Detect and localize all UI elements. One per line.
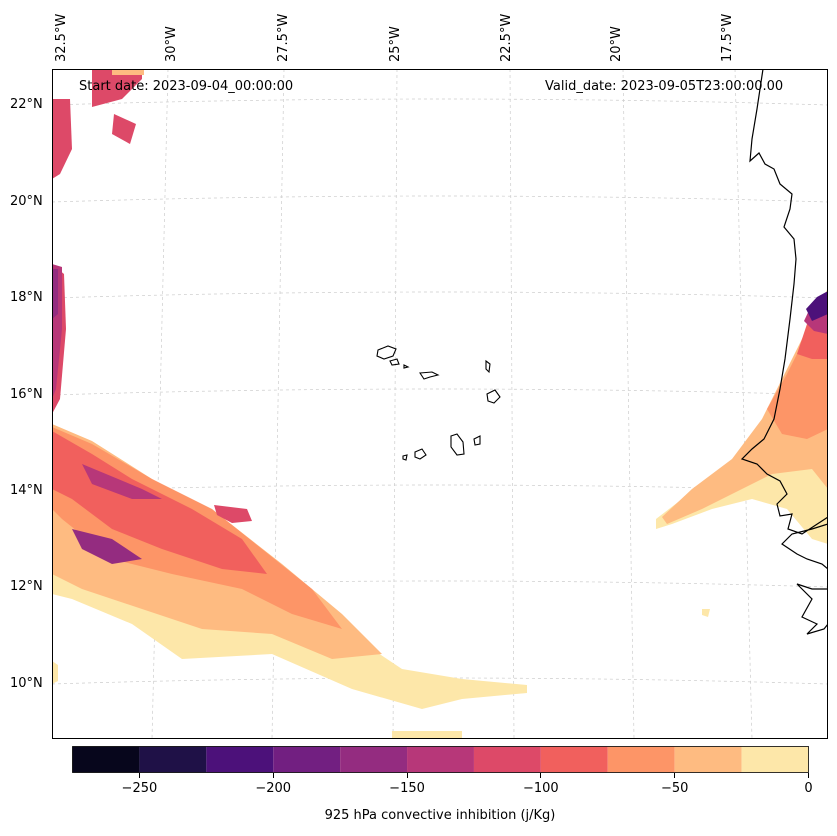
- island-sao-nicolau: [419, 371, 440, 380]
- island-fogo: [414, 448, 427, 460]
- island-maio: [473, 435, 481, 446]
- gridline-lon-22: [509, 69, 515, 739]
- colorbar: [72, 746, 809, 773]
- coastline: [740, 69, 828, 635]
- colorbar-segment: [139, 746, 207, 773]
- map-frame: [52, 69, 828, 739]
- lon-label-22-5: 22.5°W: [499, 13, 514, 62]
- island-santo-antao: [376, 345, 397, 360]
- gridline-lon-20: [622, 69, 635, 739]
- colorbar-tick-mark: [540, 773, 542, 778]
- colorbar-segment: [273, 746, 341, 773]
- lat-label-14: 14°N: [10, 483, 43, 498]
- colorbar-segment: [607, 746, 675, 773]
- colorbar-segment: [340, 746, 408, 773]
- map-border: [52, 69, 828, 739]
- colorbar-tick-mark: [138, 773, 140, 778]
- gridline-lat-18: [52, 291, 828, 299]
- colorbar-segment: [540, 746, 608, 773]
- colorbar-tick-mark: [674, 773, 676, 778]
- gridline-lon-17: [734, 69, 753, 739]
- island-santiago: [450, 433, 465, 456]
- lat-label-20: 20°N: [10, 194, 43, 209]
- island-brava: [402, 454, 408, 461]
- lon-label-17-5: 17.5°W: [720, 13, 735, 62]
- colorbar-segment: [206, 746, 274, 773]
- lat-label-22: 22°N: [10, 97, 43, 112]
- colorbar-segment: [407, 746, 474, 773]
- lat-label-18: 18°N: [10, 290, 43, 305]
- colorbar-segment: [674, 746, 742, 773]
- island-sao-vicente: [389, 358, 400, 366]
- colorbar-tick-label: −150: [389, 781, 425, 796]
- lon-label-30: 30°W: [164, 26, 179, 62]
- gridline-lat-16: [52, 388, 828, 396]
- colorbar-tick-label: −200: [255, 781, 292, 796]
- start-date-label: Start date: 2023-09-04_00:00:00: [79, 79, 294, 94]
- lon-label-20: 20°W: [609, 26, 624, 62]
- gridline-lon-25: [392, 69, 398, 739]
- gridline-lat-10: [52, 677, 828, 685]
- lon-label-25: 25°W: [388, 26, 403, 62]
- colorbar-tick-mark: [406, 773, 408, 778]
- lat-label-10: 10°N: [10, 676, 43, 691]
- colorbar-segment: [72, 746, 140, 773]
- colorbar-tick-mark: [808, 773, 809, 778]
- cin-field-west: [52, 69, 710, 739]
- colorbar-tick-mark: [272, 773, 274, 778]
- island-sal: [485, 359, 491, 374]
- island-santa-luzia: [403, 364, 410, 369]
- colorbar-tick-label: −250: [121, 781, 158, 796]
- gridline-lat-22: [52, 98, 828, 106]
- cape-verde-islands: [376, 345, 501, 461]
- colorbar-border: [72, 746, 809, 773]
- colorbar-label: 925 hPa convective inhibition (j/Kg): [324, 808, 556, 823]
- lon-label-27-5: 27.5°W: [276, 13, 291, 62]
- colorbar-segment: [473, 746, 541, 773]
- colorbar-segment: [741, 746, 809, 773]
- lat-label-16: 16°N: [10, 387, 43, 402]
- colorbar-tick-label: −100: [523, 781, 559, 796]
- colorbar-tick-label: −50: [660, 781, 689, 796]
- lon-label-32-5: 32.5°W: [54, 13, 69, 62]
- colorbar-tick-label: 0: [804, 781, 813, 796]
- lat-label-12: 12°N: [10, 579, 43, 594]
- island-boa-vista: [486, 389, 501, 404]
- cin-field-east: [656, 287, 828, 544]
- gridline-lat-20: [52, 195, 828, 203]
- valid-date-label: Valid_date: 2023-09-05T23:00:00.00: [545, 79, 784, 94]
